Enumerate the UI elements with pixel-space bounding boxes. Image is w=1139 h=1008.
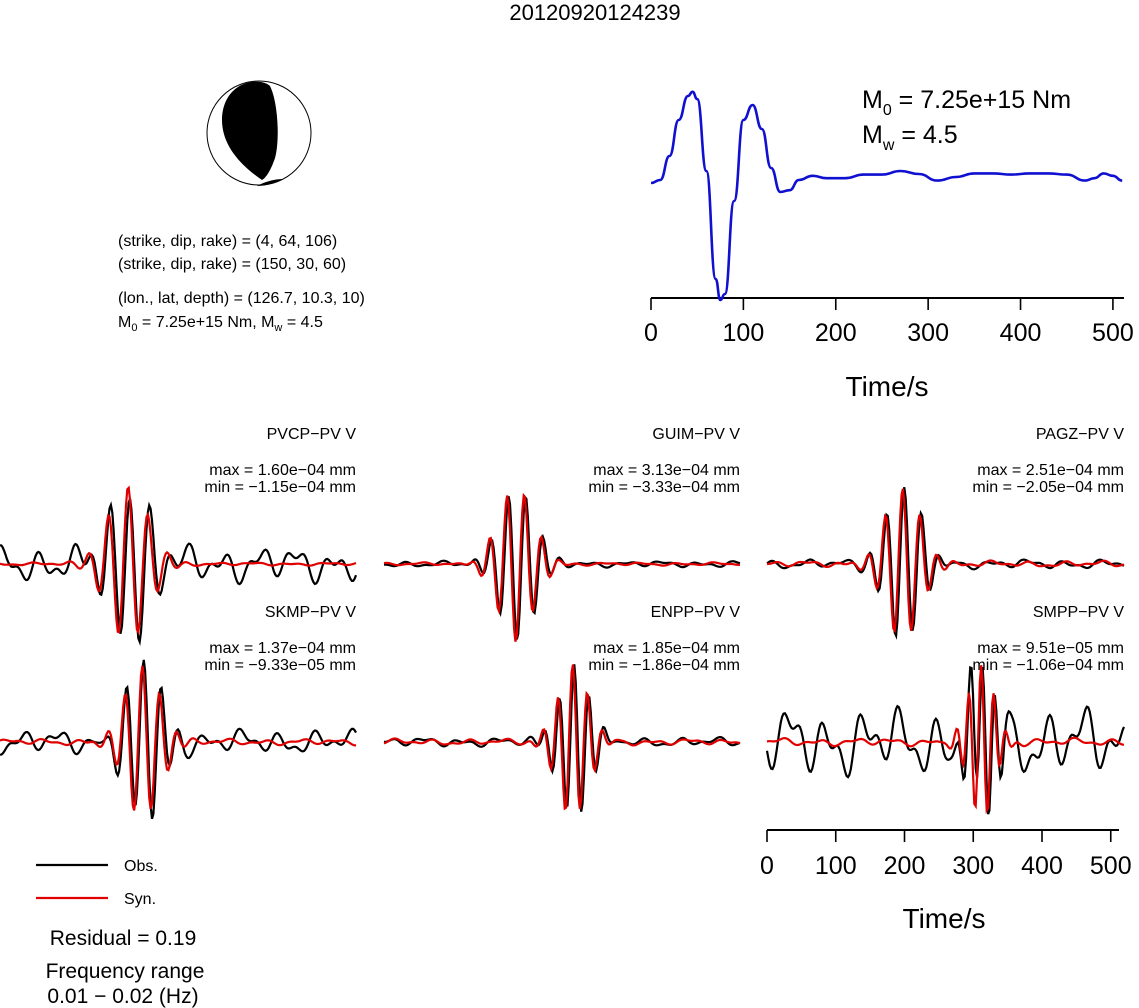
nodal-plane-1: (strike, dip, rake) = (4, 64, 106) — [118, 233, 337, 250]
waveform-x-tick-label: 500 — [1090, 852, 1132, 880]
waveform-x-tick-label: 200 — [884, 852, 926, 880]
min-amplitude-label: min = −1.06e−04 mm — [972, 657, 1124, 674]
station-label: PVCP−PV V — [267, 426, 357, 443]
max-amplitude-label: max = 1.85e−04 mm — [593, 640, 740, 657]
legend: Obs. Syn. — [36, 858, 158, 908]
moment-summary: M0 = 7.25e+15 Nm, Mw = 4.5 — [118, 314, 323, 334]
syn-waveform — [383, 492, 741, 642]
stf-x-tick-label: 300 — [907, 319, 949, 347]
stf-x-tick-label: 400 — [1000, 319, 1042, 347]
syn-waveform — [766, 665, 1125, 815]
min-amplitude-label: min = −9.33e−05 mm — [204, 657, 356, 674]
stf-x-tick-label: 100 — [723, 319, 765, 347]
station-label: PAGZ−PV V — [1036, 426, 1125, 443]
beachball-compressional-quadrant — [222, 81, 278, 180]
min-amplitude-label: min = −1.15e−04 mm — [204, 479, 356, 496]
stf-x-axis-label: Time/s — [846, 371, 929, 402]
syn-waveform — [383, 664, 741, 811]
figure-title: 20120920124239 — [509, 0, 680, 25]
syn-waveform — [0, 665, 356, 811]
max-amplitude-label: max = 2.51e−04 mm — [977, 462, 1124, 479]
frequency-range-label: Frequency range — [46, 960, 205, 983]
beachball — [206, 80, 312, 186]
stf-x-tick-label: 500 — [1092, 319, 1134, 347]
max-amplitude-label: max = 1.37e−04 mm — [209, 640, 356, 657]
legend-syn-label: Syn. — [124, 891, 156, 908]
waveform-x-tick-label: 300 — [952, 852, 994, 880]
syn-waveform — [766, 488, 1125, 634]
min-amplitude-label: min = −2.05e−04 mm — [972, 479, 1124, 496]
nodal-plane-2: (strike, dip, rake) = (150, 30, 60) — [118, 256, 346, 273]
min-amplitude-label: min = −1.86e−04 mm — [588, 657, 740, 674]
max-amplitude-label: max = 9.51e−05 mm — [977, 640, 1124, 657]
syn-waveform — [0, 485, 357, 636]
stf-x-tick-label: 0 — [644, 319, 658, 347]
max-amplitude-label: max = 3.13e−04 mm — [593, 462, 740, 479]
source-time-function-plot: M0 = 7.25e+15 Nm Mw = 4.5 0 100 200 300 400 5… — [644, 86, 1134, 402]
residual-label: Residual = 0.19 — [50, 927, 197, 950]
waveform-x-axis-label: Time/s — [903, 903, 986, 934]
beachball-info: (strike, dip, rake) = (4, 64, 106) (stri… — [118, 233, 365, 334]
stf-mw-label: Mw = 4.5 — [862, 121, 958, 154]
max-amplitude-label: max = 1.60e−04 mm — [209, 462, 356, 479]
stf-x-tick-label: 200 — [815, 319, 857, 347]
legend-obs-label: Obs. — [124, 858, 158, 875]
station-label: SMPP−PV V — [1033, 604, 1124, 621]
station-label: SKMP−PV V — [265, 604, 356, 621]
location-depth: (lon., lat, depth) = (126.7, 10.3, 10) — [118, 290, 365, 307]
beachball-lower-sliver — [257, 179, 283, 186]
obs-waveform — [383, 494, 741, 640]
min-amplitude-label: min = −3.33e−04 mm — [588, 479, 740, 496]
frequency-range-value: 0.01 − 0.02 (Hz) — [47, 985, 198, 1008]
station-label: GUIM−PV V — [652, 426, 740, 443]
stf-series-line — [650, 90, 1123, 302]
waveform-x-tick-label: 0 — [760, 852, 774, 880]
stf-m0-label: M0 = 7.25e+15 Nm — [862, 86, 1071, 119]
obs-waveform — [765, 665, 1126, 815]
station-label: ENPP−PV V — [651, 604, 741, 621]
waveform-x-tick-label: 100 — [815, 852, 857, 880]
waveform-x-tick-label: 400 — [1021, 852, 1063, 880]
obs-waveform — [0, 659, 357, 820]
waveform-time-axis: 0 100 200 300 400 500 Time/s — [760, 829, 1132, 934]
obs-waveform — [384, 664, 741, 812]
